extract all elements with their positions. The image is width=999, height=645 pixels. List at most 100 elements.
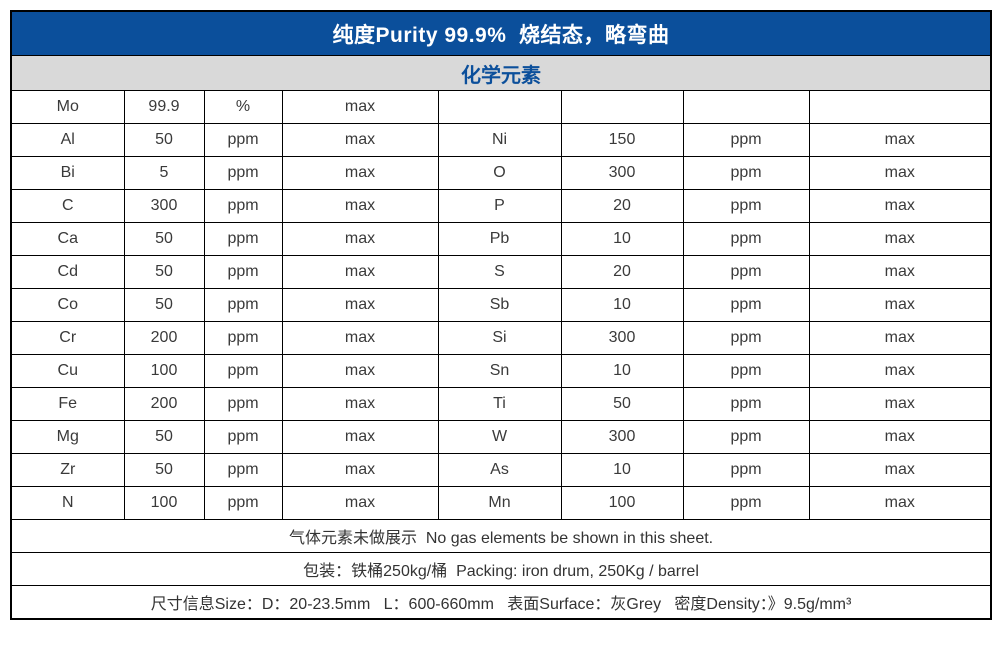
section-title-chemical-elements: 化学元素 xyxy=(10,55,992,91)
element-row: Ca 50 ppm max Pb 10 ppm max xyxy=(10,222,992,256)
element-value: 200 xyxy=(123,321,205,355)
element-limit: max xyxy=(281,387,439,421)
element-limit: max xyxy=(808,123,992,157)
element-unit: ppm xyxy=(203,255,283,289)
element-unit: ppm xyxy=(682,123,810,157)
element-value: 100 xyxy=(560,486,684,520)
element-symbol: O xyxy=(437,156,562,190)
element-symbol: Cu xyxy=(10,354,125,388)
element-value: 10 xyxy=(560,354,684,388)
element-symbol: C xyxy=(10,189,125,223)
element-symbol: Cr xyxy=(10,321,125,355)
element-symbol: As xyxy=(437,453,562,487)
note-row: 气体元素未做展示 No gas elements be shown in thi… xyxy=(10,519,992,553)
element-unit: ppm xyxy=(682,156,810,190)
element-symbol: Ti xyxy=(437,387,562,421)
element-unit: ppm xyxy=(203,453,283,487)
note-gas-elements: 气体元素未做展示 No gas elements be shown in thi… xyxy=(10,519,992,553)
element-limit: max xyxy=(281,453,439,487)
element-symbol: Sn xyxy=(437,354,562,388)
element-value: 200 xyxy=(123,387,205,421)
element-limit xyxy=(808,90,992,124)
element-unit: ppm xyxy=(203,420,283,454)
element-unit: ppm xyxy=(682,222,810,256)
element-limit: max xyxy=(808,189,992,223)
element-value: 300 xyxy=(123,189,205,223)
sheet-title: 纯度Purity 99.9% 烧结态，略弯曲 xyxy=(10,10,992,56)
element-limit: max xyxy=(808,156,992,190)
element-value: 150 xyxy=(560,123,684,157)
element-unit: ppm xyxy=(682,189,810,223)
element-unit: ppm xyxy=(203,387,283,421)
element-limit: max xyxy=(808,354,992,388)
element-unit: ppm xyxy=(682,255,810,289)
element-row: Fe 200 ppm max Ti 50 ppm max xyxy=(10,387,992,421)
elements-body: Mo 99.9% max Al 50 ppm max Ni 150 ppm max Bi 5 ppm max… xyxy=(10,90,992,520)
element-limit: max xyxy=(808,288,992,322)
element-value: 50 xyxy=(123,123,205,157)
element-value: 99.9 xyxy=(123,90,205,124)
element-value: 100 xyxy=(123,486,205,520)
element-limit: max xyxy=(281,189,439,223)
element-value: 5 xyxy=(123,156,205,190)
note-size-surface-density: 尺寸信息Size：D：20-23.5mm L：600-660mm 表面Surfa… xyxy=(10,585,992,620)
element-value: 10 xyxy=(560,222,684,256)
element-value: 300 xyxy=(560,420,684,454)
element-limit: max xyxy=(281,156,439,190)
element-unit: ppm xyxy=(203,486,283,520)
element-symbol: Mn xyxy=(437,486,562,520)
element-limit: max xyxy=(281,90,439,124)
element-limit: max xyxy=(281,123,439,157)
note-row: 尺寸信息Size：D：20-23.5mm L：600-660mm 表面Surfa… xyxy=(10,585,992,620)
element-symbol: Cd xyxy=(10,255,125,289)
element-symbol xyxy=(437,90,562,124)
element-limit: max xyxy=(808,420,992,454)
note-packing: 包装：铁桶250kg/桶 Packing: iron drum, 250Kg /… xyxy=(10,552,992,586)
title-row: 纯度Purity 99.9% 烧结态，略弯曲 xyxy=(10,10,992,56)
element-limit: max xyxy=(281,486,439,520)
notes-body: 气体元素未做展示 No gas elements be shown in thi… xyxy=(10,519,992,620)
element-symbol: Sb xyxy=(437,288,562,322)
spec-sheet: 纯度Purity 99.9% 烧结态，略弯曲 化学元素 Mo 99.9% max Al… xyxy=(10,10,993,620)
element-limit: max xyxy=(281,354,439,388)
element-row: N 100 ppm max Mn 100 ppm max xyxy=(10,486,992,520)
element-unit: ppm xyxy=(203,123,283,157)
element-symbol: Mo xyxy=(10,90,125,124)
element-row: C 300 ppm max P 20 ppm max xyxy=(10,189,992,223)
element-limit: max xyxy=(808,453,992,487)
element-unit: ppm xyxy=(682,453,810,487)
element-unit: % xyxy=(203,90,283,124)
element-value: 20 xyxy=(560,189,684,223)
element-limit: max xyxy=(281,420,439,454)
element-value: 50 xyxy=(123,255,205,289)
element-limit: max xyxy=(281,288,439,322)
element-symbol: Co xyxy=(10,288,125,322)
element-value: 300 xyxy=(560,156,684,190)
element-unit xyxy=(682,90,810,124)
element-value: 10 xyxy=(560,453,684,487)
element-row: Al 50 ppm max Ni 150 ppm max xyxy=(10,123,992,157)
element-unit: ppm xyxy=(682,420,810,454)
element-value: 10 xyxy=(560,288,684,322)
element-limit: max xyxy=(281,321,439,355)
element-row: Mo 99.9% max xyxy=(10,90,992,124)
section-header-row: 化学元素 xyxy=(10,55,992,91)
element-unit: ppm xyxy=(203,222,283,256)
element-unit: ppm xyxy=(203,156,283,190)
element-row: Cd 50 ppm max S 20 ppm max xyxy=(10,255,992,289)
purity-spec-table: 纯度Purity 99.9% 烧结态，略弯曲 化学元素 Mo 99.9% max Al… xyxy=(10,10,993,620)
element-limit: max xyxy=(808,222,992,256)
element-limit: max xyxy=(808,255,992,289)
element-row: Cu 100 ppm max Sn 10 ppm max xyxy=(10,354,992,388)
element-symbol: Al xyxy=(10,123,125,157)
element-value: 50 xyxy=(123,453,205,487)
element-unit: ppm xyxy=(682,321,810,355)
element-limit: max xyxy=(808,486,992,520)
element-value: 50 xyxy=(123,420,205,454)
note-row: 包装：铁桶250kg/桶 Packing: iron drum, 250Kg /… xyxy=(10,552,992,586)
element-unit: ppm xyxy=(682,354,810,388)
element-value: 100 xyxy=(123,354,205,388)
element-symbol: S xyxy=(437,255,562,289)
element-symbol: Ca xyxy=(10,222,125,256)
element-symbol: Si xyxy=(437,321,562,355)
